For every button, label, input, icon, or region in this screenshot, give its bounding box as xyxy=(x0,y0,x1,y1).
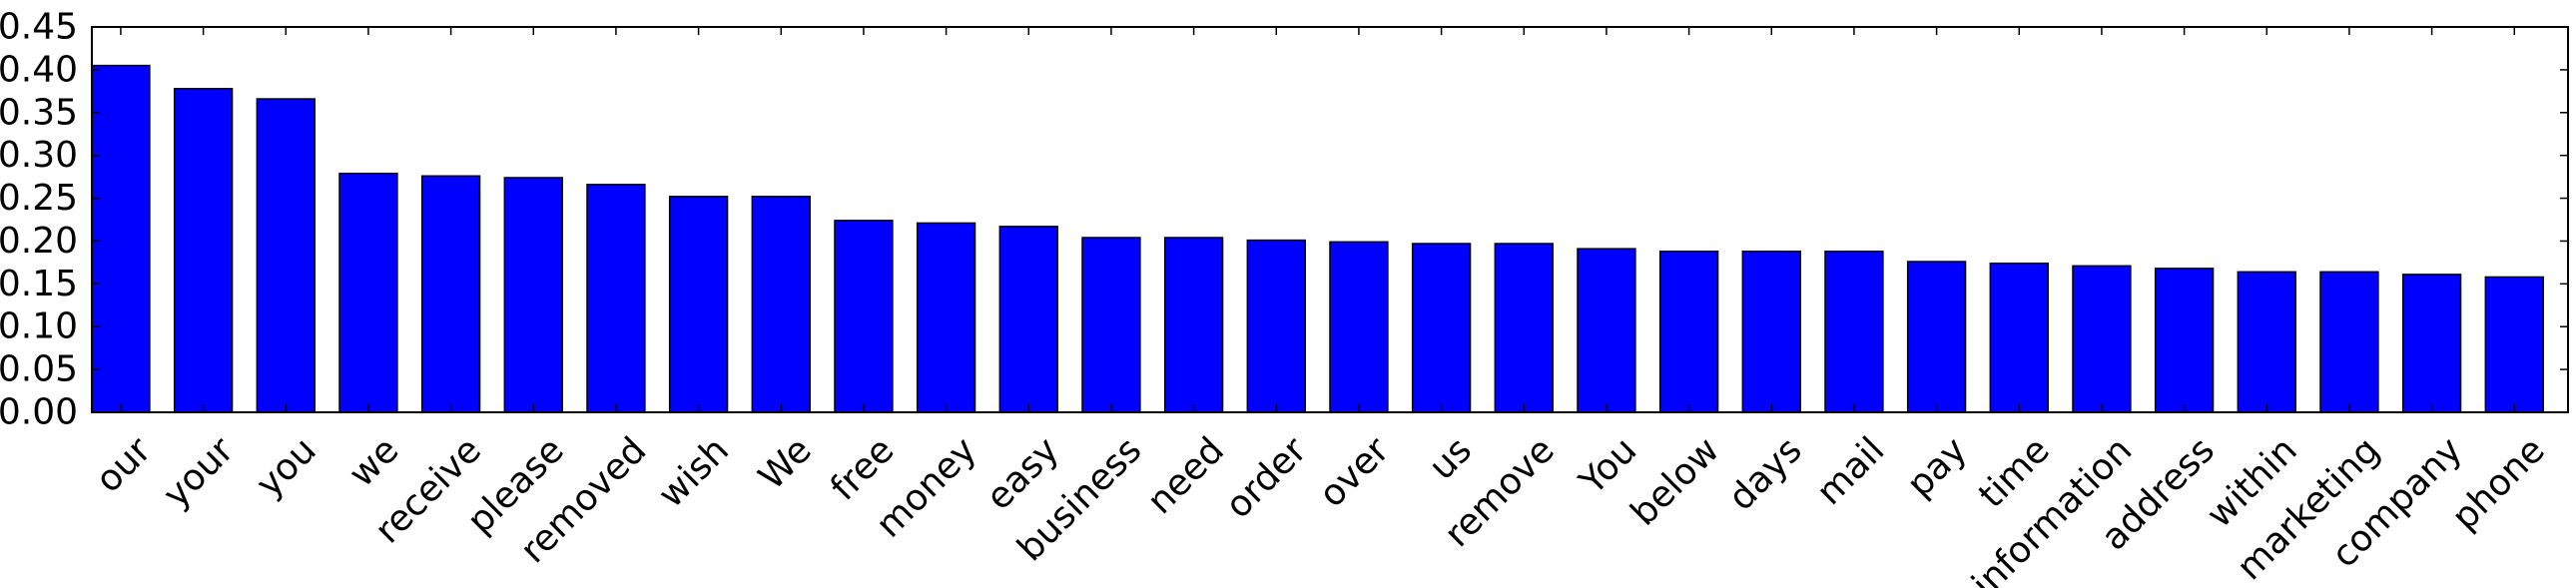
bar-order xyxy=(1246,239,1306,413)
y-tick-label: 0.35 xyxy=(0,92,78,133)
x-tick-label: You xyxy=(1572,429,1645,503)
bar-address xyxy=(2154,268,2215,413)
y-tick-label: 0.40 xyxy=(0,49,78,90)
x-tick-label: our xyxy=(88,429,159,500)
x-tick-label: days xyxy=(1721,429,1810,518)
x-tick-label: pay xyxy=(1899,429,1975,505)
bar-company xyxy=(2401,274,2462,413)
x-tick-label: wish xyxy=(651,429,737,515)
bar-over xyxy=(1329,241,1389,413)
bar-free xyxy=(834,220,894,413)
bar-receive xyxy=(420,175,481,413)
y-tick-label: 0.10 xyxy=(0,306,78,347)
y-tick-label: 0.00 xyxy=(0,392,78,433)
bar-days xyxy=(1741,250,1801,413)
bar-money xyxy=(916,222,976,413)
y-tick-label: 0.25 xyxy=(0,178,78,219)
bar-within xyxy=(2237,271,2296,413)
x-tick-label: us xyxy=(1422,429,1480,487)
x-tick-label: need xyxy=(1139,429,1232,522)
y-axis: 0.000.050.100.150.200.250.300.350.400.45 xyxy=(0,7,2568,433)
x-tick-label: We xyxy=(751,429,819,497)
bars-group xyxy=(91,64,2544,413)
bar-your xyxy=(173,88,234,413)
bar-us xyxy=(1411,243,1472,413)
bar-below xyxy=(1658,250,1719,413)
x-tick-label: we xyxy=(341,429,406,494)
x-tick-label: over xyxy=(1312,429,1398,515)
x-tick-label: mail xyxy=(1809,429,1893,513)
bar-information xyxy=(2072,265,2132,413)
bar-our xyxy=(91,64,151,413)
y-tick-label: 0.30 xyxy=(0,135,78,176)
bar-please xyxy=(503,177,563,413)
bar-removed xyxy=(586,184,646,413)
x-tick-label: phone xyxy=(2444,429,2553,538)
bar-mail xyxy=(1824,250,1884,413)
bar-business xyxy=(1081,237,1141,413)
x-tick-label: you xyxy=(249,429,324,505)
x-tick-label: order xyxy=(1218,429,1315,526)
bar-You xyxy=(1577,248,1636,413)
bar-pay xyxy=(1906,261,1967,413)
bar-wish xyxy=(668,196,729,413)
x-tick-label: below xyxy=(1623,429,1727,533)
bar-we xyxy=(338,172,398,413)
y-tick-label: 0.05 xyxy=(0,349,78,390)
y-tick-label: 0.45 xyxy=(0,7,78,48)
bar-easy xyxy=(998,226,1058,413)
x-tick-label: your xyxy=(156,429,242,515)
bar-need xyxy=(1163,237,1224,413)
y-tick-label: 0.20 xyxy=(0,221,78,262)
bar-We xyxy=(751,196,811,413)
bar-remove xyxy=(1494,243,1554,413)
bar-you xyxy=(256,98,316,413)
bar-marketing xyxy=(2319,271,2379,413)
plot-frame xyxy=(91,26,2569,413)
bar-phone xyxy=(2484,276,2544,413)
bar-time xyxy=(1989,263,2049,413)
y-tick-label: 0.15 xyxy=(0,264,78,304)
